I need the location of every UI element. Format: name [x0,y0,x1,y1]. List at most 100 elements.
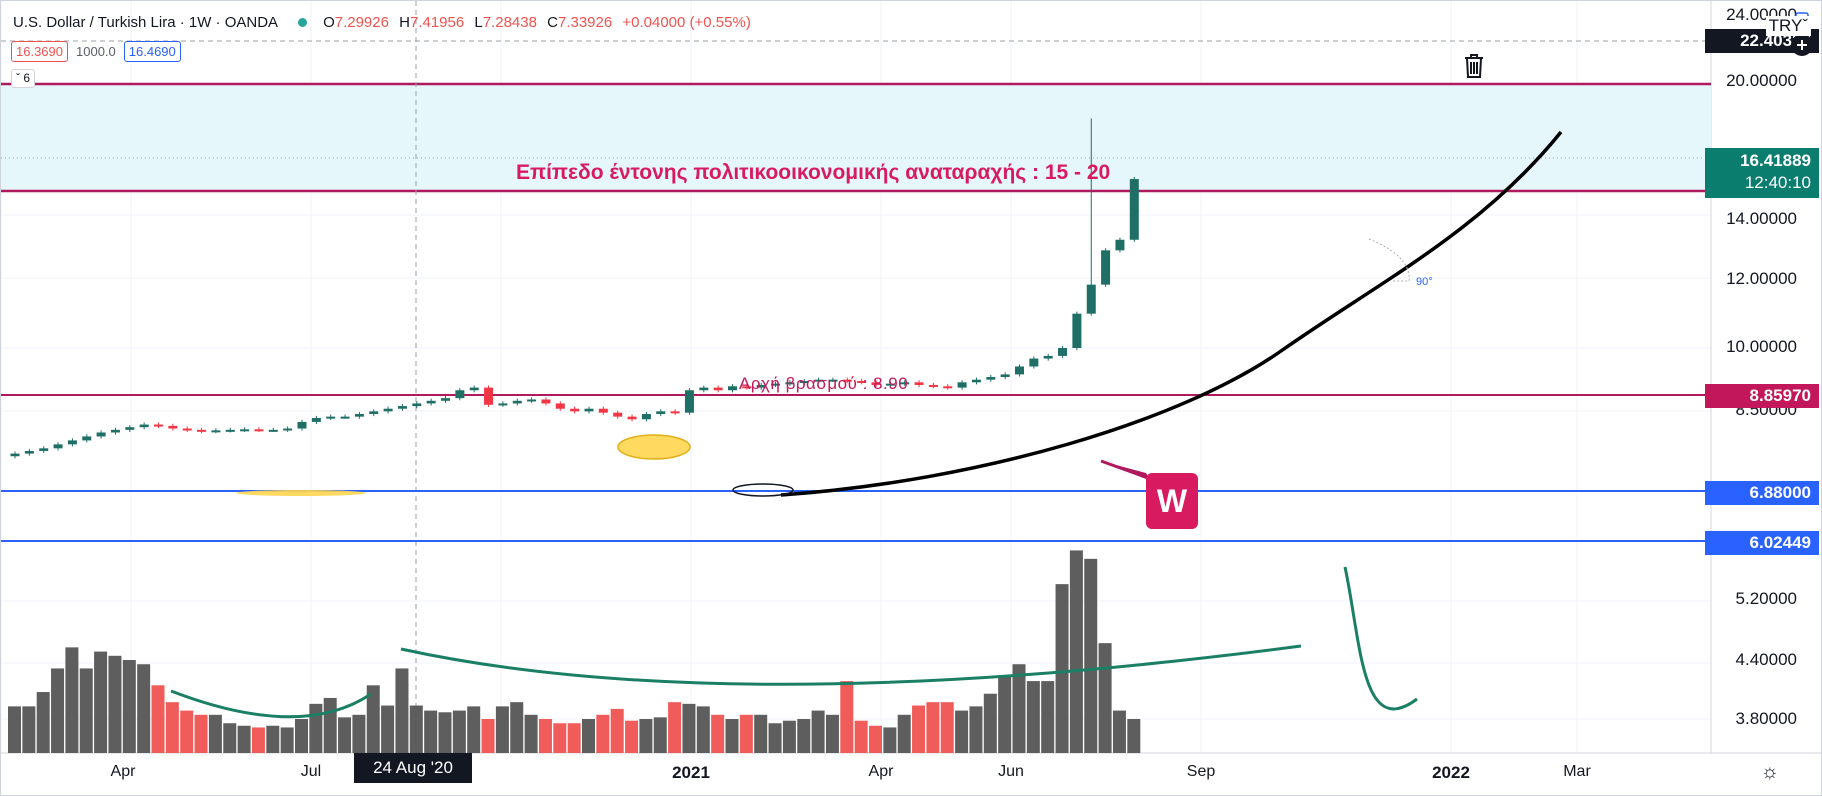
candle[interactable] [900,382,910,385]
candle[interactable] [914,382,924,385]
candle[interactable] [641,414,651,420]
indicators-toggle[interactable]: ˇ 6 [11,69,36,88]
candle[interactable] [1015,366,1024,375]
volume-bar[interactable] [797,719,811,753]
candle[interactable] [326,416,336,419]
candle[interactable] [10,453,20,457]
volume-bar[interactable] [682,703,696,753]
volume-bar[interactable] [825,714,839,753]
candle[interactable] [756,384,766,388]
candle[interactable] [297,421,307,429]
volume-bar[interactable] [926,702,940,753]
volume-bar[interactable] [610,708,624,753]
bottom-ellipse[interactable] [732,483,794,497]
volume-bar[interactable] [51,668,65,753]
volume-bar[interactable] [869,725,882,753]
candle[interactable] [498,403,508,406]
volume-bar[interactable] [381,705,395,753]
candle[interactable] [584,408,594,412]
candle[interactable] [1072,313,1082,348]
volume-bar[interactable] [854,720,868,753]
plus-circle-icon[interactable] [1791,34,1813,56]
volume-drop-curve[interactable] [1343,566,1418,711]
w-trend-curve[interactable] [780,130,1563,497]
buy-button[interactable]: 16.4690 [123,41,181,62]
candle[interactable] [426,400,436,404]
volume-bar[interactable] [639,719,653,753]
candle[interactable] [168,425,178,429]
volume-bar[interactable] [165,702,179,753]
candle[interactable] [125,427,135,430]
candle[interactable] [283,428,293,431]
volume-bar[interactable] [1127,719,1141,753]
volume-bar[interactable] [782,720,796,753]
volume-bar[interactable] [309,703,323,753]
volume-bar[interactable] [137,664,151,753]
volume-bar[interactable] [36,692,50,753]
volume-bar[interactable] [998,676,1012,753]
volume-bar[interactable] [481,719,495,753]
volume-bar[interactable] [122,660,136,753]
volume-bar[interactable] [1055,584,1069,753]
volume-bar[interactable] [582,719,595,753]
candle[interactable] [656,411,666,414]
volume-bar[interactable] [1069,550,1083,753]
candle[interactable] [613,412,623,417]
volume-bar[interactable] [79,668,93,753]
volume-bar[interactable] [251,727,265,753]
volume-bar[interactable] [983,693,997,753]
volume-bar[interactable] [510,702,524,753]
candle[interactable] [240,429,250,432]
volume-bar[interactable] [1026,681,1040,753]
boil-annotation[interactable]: Αρχή βρασμού : 8.90 [739,374,909,393]
candle[interactable] [197,429,207,432]
volume-bar[interactable] [1012,664,1026,753]
candle[interactable] [527,399,537,402]
volume-arc[interactable] [400,644,1302,686]
volume-bar[interactable] [754,714,768,753]
candle[interactable] [354,414,364,417]
candle[interactable] [842,379,852,382]
volume-bar[interactable] [208,714,222,753]
volume-bar[interactable] [625,720,639,753]
candle[interactable] [885,383,895,386]
candle[interactable] [1115,239,1125,251]
volume-bar[interactable] [424,710,438,753]
candle[interactable] [154,424,163,427]
volume-bar[interactable] [725,719,739,753]
turmoil-zone[interactable] [1,84,1711,191]
candle[interactable] [268,429,278,432]
volume-bar[interactable] [467,706,481,753]
volume-bar[interactable] [668,702,682,753]
candle[interactable] [957,382,967,388]
candle[interactable] [627,416,637,420]
candle[interactable] [1000,374,1010,378]
candle[interactable] [570,408,580,412]
highlight-ellipse[interactable] [617,434,691,460]
volume-bar[interactable] [65,647,79,753]
candle[interactable] [225,429,235,432]
candle[interactable] [699,387,709,391]
candle[interactable] [182,428,192,431]
candle[interactable] [512,400,522,404]
candle[interactable] [971,379,981,383]
w-pattern-label[interactable]: W [1146,473,1198,529]
volume-bar[interactable] [94,651,108,753]
volume-bar[interactable] [409,705,423,753]
candle[interactable] [369,411,379,414]
candle[interactable] [484,387,494,405]
candle[interactable] [383,408,393,412]
volume-bar[interactable] [840,681,854,753]
candle[interactable] [771,383,781,386]
volume-bar[interactable] [194,714,208,753]
candle[interactable] [254,429,264,432]
candle[interactable] [684,390,694,413]
trash-icon[interactable] [1463,53,1485,85]
volume-bar[interactable] [223,723,237,753]
volume-bar[interactable] [1098,643,1112,753]
volume-bar[interactable] [395,668,409,753]
candle[interactable] [943,386,953,389]
volume-bar[interactable] [22,706,36,753]
candle[interactable] [1101,250,1111,285]
